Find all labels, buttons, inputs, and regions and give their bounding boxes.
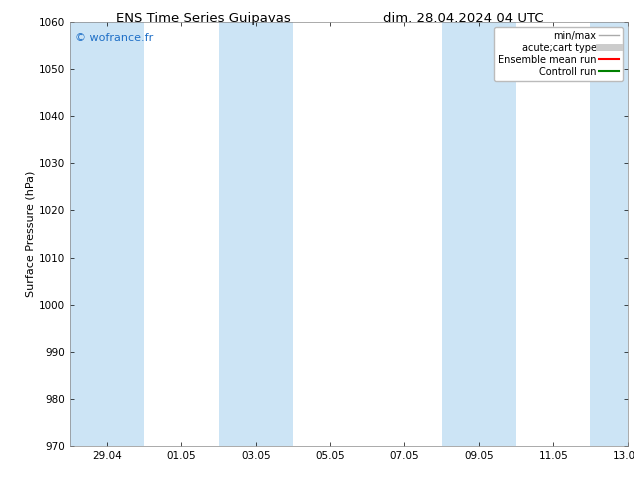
Y-axis label: Surface Pressure (hPa): Surface Pressure (hPa) bbox=[26, 171, 36, 297]
Text: © wofrance.fr: © wofrance.fr bbox=[75, 33, 153, 43]
Legend: min/max, acute;cart type, Ensemble mean run, Controll run: min/max, acute;cart type, Ensemble mean … bbox=[494, 27, 623, 80]
Bar bbox=[70, 22, 144, 446]
Text: ENS Time Series Guipavas: ENS Time Series Guipavas bbox=[115, 12, 290, 25]
Bar bbox=[590, 22, 628, 446]
Text: dim. 28.04.2024 04 UTC: dim. 28.04.2024 04 UTC bbox=[382, 12, 543, 25]
Bar bbox=[219, 22, 293, 446]
Bar bbox=[442, 22, 516, 446]
